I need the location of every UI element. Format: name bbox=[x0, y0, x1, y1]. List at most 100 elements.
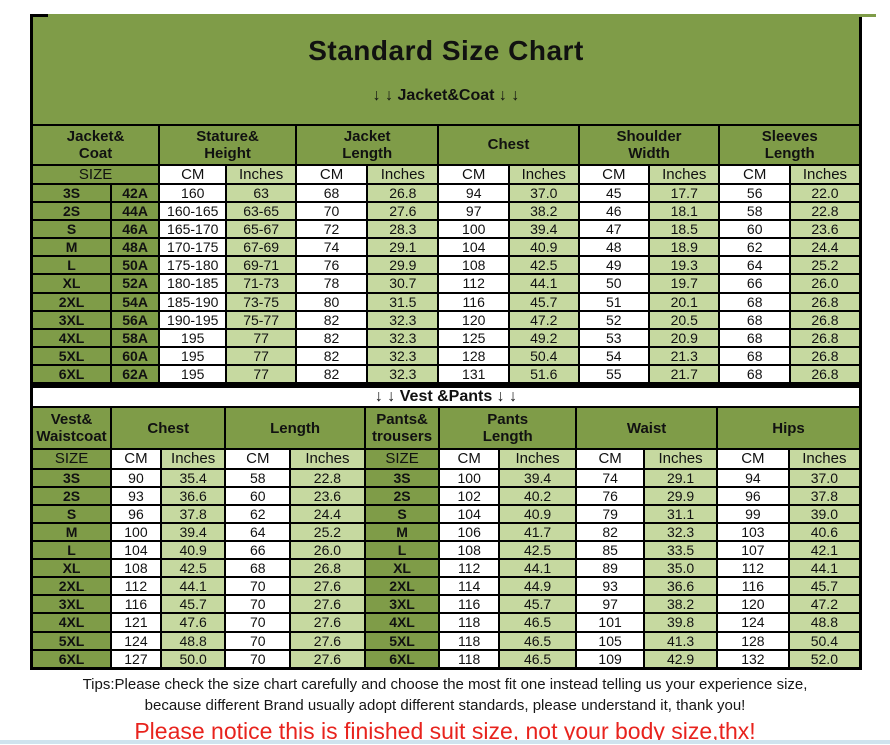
size-cell: 50A bbox=[110, 255, 161, 276]
size-cell: 44A bbox=[110, 201, 161, 222]
value-cell: 18.1 bbox=[648, 201, 721, 222]
value-cell: 26.8 bbox=[788, 345, 862, 366]
value-cell: 40.9 bbox=[507, 237, 580, 258]
value-cell: 60 bbox=[224, 485, 292, 506]
value-cell: 18.9 bbox=[648, 237, 721, 258]
unit-header: Inches bbox=[498, 448, 578, 470]
value-cell: 100 bbox=[110, 521, 162, 543]
table-row: 3XL 56A 190-195 75-77 82 32.3 120 47.2 52 20.5 68 2… bbox=[30, 309, 862, 330]
value-cell: 18.5 bbox=[648, 219, 721, 240]
value-cell: 70 bbox=[224, 594, 292, 615]
value-cell: 52 bbox=[577, 309, 651, 330]
value-cell: 29.9 bbox=[366, 255, 440, 276]
value-cell: 104 bbox=[438, 503, 501, 524]
value-cell: 46.5 bbox=[498, 648, 578, 670]
size-cell: S bbox=[30, 503, 113, 524]
value-cell: 75-77 bbox=[225, 309, 297, 330]
value-cell: 51.6 bbox=[507, 363, 580, 385]
value-cell: 56 bbox=[718, 182, 791, 204]
value-cell: 160 bbox=[158, 182, 228, 204]
size-cell: 5XL bbox=[30, 345, 113, 366]
vest-pants-table: ↓ ↓ Vest &Pants ↓ ↓ Vest& Waistcoat Chest… bbox=[30, 385, 862, 670]
value-cell: 97 bbox=[575, 594, 646, 615]
column-group-header: Chest bbox=[437, 123, 580, 166]
size-cell: XL bbox=[363, 558, 441, 579]
size-cell: 62A bbox=[110, 363, 161, 385]
vest-divider-row: ↓ ↓ Vest &Pants ↓ ↓ bbox=[30, 385, 862, 409]
value-cell: 23.6 bbox=[788, 219, 862, 240]
table-row: XL 52A 180-185 71-73 78 30.7 112 44.1 50 19.7 66 26… bbox=[30, 273, 862, 294]
jacket-coat-table: Standard Size Chart ↓ ↓ Jacket&Coat ↓ ↓ … bbox=[30, 14, 862, 386]
size-cell: 6XL bbox=[30, 648, 113, 670]
value-cell: 185-190 bbox=[158, 291, 228, 312]
value-cell: 112 bbox=[437, 273, 510, 294]
value-cell: 20.9 bbox=[648, 327, 721, 348]
value-cell: 19.7 bbox=[648, 273, 721, 294]
value-cell: 100 bbox=[437, 219, 510, 240]
size-column-header: SIZE bbox=[30, 448, 113, 470]
value-cell: 104 bbox=[437, 237, 510, 258]
value-cell: 24.4 bbox=[788, 237, 862, 258]
value-cell: 76 bbox=[575, 485, 646, 506]
value-cell: 106 bbox=[438, 521, 501, 543]
value-cell: 48.8 bbox=[159, 630, 227, 651]
value-cell: 38.2 bbox=[507, 201, 580, 222]
value-cell: 27.6 bbox=[289, 612, 366, 633]
value-cell: 94 bbox=[716, 467, 790, 488]
value-cell: 45.7 bbox=[498, 594, 578, 615]
value-cell: 47.2 bbox=[507, 309, 580, 330]
value-cell: 47 bbox=[577, 219, 651, 240]
value-cell: 190-195 bbox=[158, 309, 228, 330]
value-cell: 73-75 bbox=[225, 291, 297, 312]
value-cell: 82 bbox=[294, 309, 369, 330]
value-cell: 39.8 bbox=[643, 612, 719, 633]
unit-header: Inches bbox=[788, 163, 862, 186]
value-cell: 127 bbox=[110, 648, 162, 670]
value-cell: 120 bbox=[437, 309, 510, 330]
value-cell: 47.2 bbox=[787, 594, 862, 615]
value-cell: 27.6 bbox=[366, 201, 440, 222]
value-cell: 108 bbox=[110, 558, 162, 579]
value-cell: 195 bbox=[158, 345, 228, 366]
value-cell: 38.2 bbox=[643, 594, 719, 615]
value-cell: 114 bbox=[438, 576, 501, 597]
value-cell: 19.3 bbox=[648, 255, 721, 276]
value-cell: 42.5 bbox=[498, 540, 578, 561]
value-cell: 79 bbox=[575, 503, 646, 524]
column-group-header: Length bbox=[224, 406, 366, 451]
value-cell: 69-71 bbox=[225, 255, 297, 276]
value-cell: 44.1 bbox=[787, 558, 862, 579]
value-cell: 128 bbox=[437, 345, 510, 366]
value-cell: 70 bbox=[224, 630, 292, 651]
size-chart-page: Standard Size Chart ↓ ↓ Jacket&Coat ↓ ↓ … bbox=[0, 14, 890, 744]
size-cell: 3S bbox=[30, 182, 113, 204]
value-cell: 45.7 bbox=[787, 576, 862, 597]
value-cell: 40.9 bbox=[498, 503, 578, 524]
column-group-header: Pants Length bbox=[438, 406, 578, 451]
value-cell: 108 bbox=[438, 540, 501, 561]
value-cell: 97 bbox=[437, 201, 510, 222]
value-cell: 94 bbox=[437, 182, 510, 204]
size-cell: 2S bbox=[363, 485, 441, 506]
column-group-header: Waist bbox=[575, 406, 719, 451]
size-cell: L bbox=[30, 255, 113, 276]
value-cell: 105 bbox=[575, 630, 646, 651]
size-cell: 2S bbox=[30, 201, 113, 222]
value-cell: 131 bbox=[437, 363, 510, 385]
value-cell: 32.3 bbox=[366, 363, 440, 385]
value-cell: 55 bbox=[577, 363, 651, 385]
value-cell: 32.3 bbox=[366, 327, 440, 348]
value-cell: 62 bbox=[718, 237, 791, 258]
value-cell: 52.0 bbox=[787, 648, 862, 670]
size-cell: 3S bbox=[363, 467, 441, 488]
unit-header: Inches bbox=[225, 163, 297, 186]
value-cell: 125 bbox=[437, 327, 510, 348]
value-cell: 29.1 bbox=[366, 237, 440, 258]
value-cell: 35.0 bbox=[643, 558, 719, 579]
value-cell: 96 bbox=[716, 485, 790, 506]
value-cell: 78 bbox=[294, 273, 369, 294]
size-cell: 6XL bbox=[363, 648, 441, 670]
page-title: Standard Size Chart bbox=[308, 35, 584, 67]
table-row: 2S 93 36.6 60 23.6 2S 102 40.2 76 29.9 96 37.8 bbox=[30, 485, 862, 506]
value-cell: 28.3 bbox=[366, 219, 440, 240]
